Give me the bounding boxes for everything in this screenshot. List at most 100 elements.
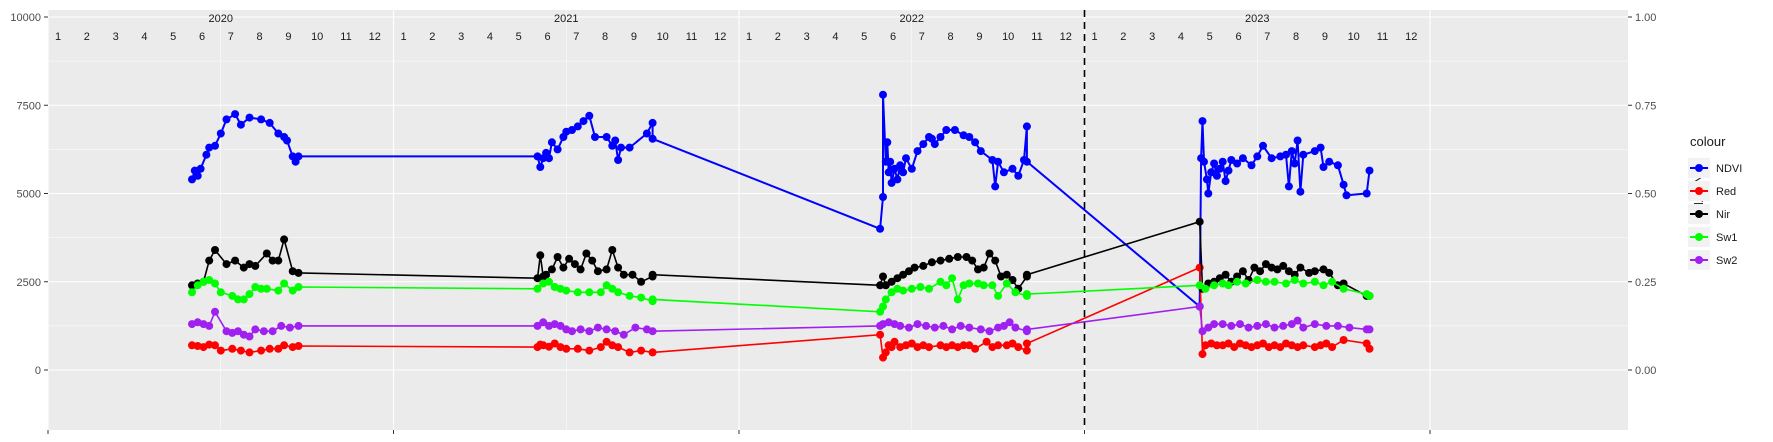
month-label: 9: [1322, 31, 1328, 43]
point-ndvi: [231, 110, 240, 119]
point-nir: [876, 281, 885, 290]
point-sw1: [1328, 277, 1337, 286]
series-sw1: [188, 274, 1374, 316]
point-sw2: [965, 323, 974, 332]
point-ndvi: [1200, 157, 1208, 166]
point-sw1: [1224, 281, 1233, 290]
point-nir: [1296, 263, 1305, 272]
point-nir: [985, 249, 994, 258]
point-nir: [614, 263, 623, 272]
point-nir: [553, 253, 562, 261]
point-sw2: [602, 325, 611, 334]
point-sw2: [1293, 316, 1302, 325]
series-ndvi: [188, 90, 1374, 311]
point-red: [965, 341, 974, 350]
legend-label: Sw2: [1716, 255, 1737, 267]
point-ndvi: [591, 133, 599, 141]
point-sw1: [1290, 276, 1299, 284]
point-sw1: [936, 277, 945, 286]
point-sw1: [1201, 284, 1210, 293]
point-ndvi: [1342, 191, 1351, 200]
year-label: 2020: [209, 13, 233, 25]
month-label: 10: [1002, 31, 1014, 43]
month-label: 1: [746, 31, 752, 43]
point-nir: [582, 249, 591, 258]
point-sw1: [1011, 288, 1020, 297]
point-ndvi: [942, 126, 951, 134]
point-sw2: [1204, 323, 1213, 332]
point-ndvi: [1339, 180, 1348, 189]
point-nir: [619, 270, 628, 279]
point-sw1: [637, 293, 646, 302]
point-red: [625, 348, 634, 357]
month-label: 8: [1293, 31, 1299, 43]
point-ndvi: [1319, 163, 1328, 171]
point-sw1: [879, 302, 887, 311]
point-red: [216, 346, 225, 355]
point-sw1: [1319, 281, 1328, 290]
point-nir: [570, 260, 579, 269]
point-red: [637, 346, 646, 355]
month-label: 3: [113, 31, 119, 43]
point-sw2: [1227, 321, 1236, 330]
point-red: [1322, 339, 1331, 348]
right-tick-label: 0.50: [1635, 189, 1656, 201]
point-sw1: [280, 279, 289, 288]
legend-label: Sw1: [1716, 232, 1737, 244]
point-nir: [1256, 267, 1265, 276]
point-sw2: [285, 323, 294, 332]
point-sw2: [922, 321, 931, 330]
point-ndvi: [1267, 154, 1276, 163]
point-nir: [294, 268, 303, 277]
month-label: 10: [657, 31, 669, 43]
legend-item-nir: Nir: [1688, 204, 1730, 224]
point-ndvi: [602, 133, 611, 141]
point-ndvi: [585, 111, 594, 120]
point-nir: [268, 256, 277, 265]
point-sw1: [881, 295, 890, 304]
month-label: 6: [890, 31, 896, 43]
point-sw1: [948, 274, 957, 283]
point-nir: [648, 270, 657, 279]
point-ndvi: [1290, 159, 1299, 168]
point-ndvi: [211, 141, 219, 150]
point-red: [1328, 343, 1337, 352]
month-label: 10: [311, 31, 323, 43]
legend-title: colour: [1690, 134, 1726, 149]
point-sw1: [211, 279, 219, 288]
point-nir: [979, 263, 988, 272]
point-sw1: [562, 286, 571, 295]
point-sw1: [1339, 284, 1348, 293]
point-ndvi: [1221, 177, 1230, 186]
point-nir: [953, 253, 962, 261]
point-ndvi: [950, 126, 959, 134]
point-ndvi: [887, 178, 896, 187]
point-ndvi: [1022, 122, 1031, 131]
point-ndvi: [1008, 164, 1017, 173]
month-label: 6: [1235, 31, 1241, 43]
point-sw2: [1011, 323, 1020, 332]
month-label: 5: [170, 31, 176, 43]
month-label: 8: [257, 31, 263, 43]
point-red: [648, 348, 657, 357]
point-ndvi: [236, 120, 245, 129]
point-sw1: [648, 295, 657, 304]
point-nir: [602, 265, 611, 274]
point-red: [1259, 339, 1267, 348]
point-sw2: [251, 325, 260, 334]
point-sw1: [1233, 277, 1242, 286]
point-nir: [1279, 261, 1288, 270]
point-nir: [1250, 263, 1259, 272]
point-nir: [205, 256, 214, 265]
point-nir: [1325, 268, 1334, 277]
point-ndvi: [1247, 161, 1256, 170]
point-ndvi: [1333, 161, 1342, 170]
point-sw2: [576, 325, 585, 334]
point-red: [881, 348, 890, 357]
point-sw1: [188, 288, 196, 297]
point-ndvi: [879, 90, 887, 99]
right-tick-label: 0.00: [1635, 365, 1656, 377]
point-red: [596, 343, 605, 352]
point-red: [907, 339, 916, 348]
